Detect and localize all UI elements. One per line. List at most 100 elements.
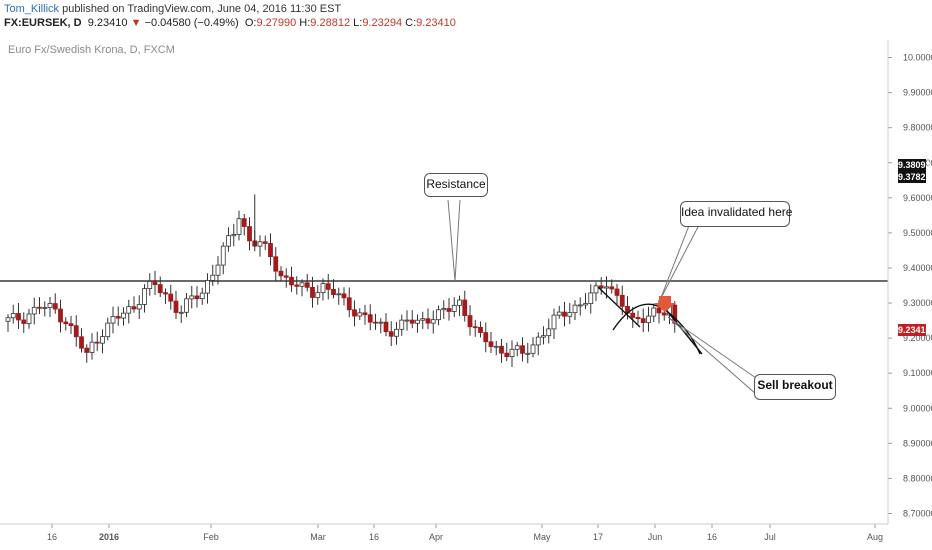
candle[interactable] [157, 276, 163, 297]
analysis-drawings[interactable] [597, 286, 703, 355]
candle[interactable] [178, 305, 184, 323]
candle[interactable] [63, 317, 69, 331]
candle[interactable] [436, 305, 441, 326]
candle[interactable] [31, 297, 37, 325]
candle[interactable] [467, 305, 473, 336]
candle[interactable] [583, 293, 588, 310]
candle[interactable] [184, 293, 189, 318]
candle[interactable] [415, 314, 420, 333]
candle[interactable] [373, 313, 378, 330]
candle[interactable] [52, 293, 58, 314]
candle[interactable] [131, 296, 137, 313]
candle[interactable] [336, 287, 342, 305]
candle[interactable] [535, 332, 541, 356]
candle[interactable] [121, 307, 126, 326]
candle[interactable] [16, 303, 21, 330]
candle[interactable] [630, 307, 636, 328]
candle[interactable] [399, 314, 405, 336]
candle[interactable] [147, 273, 153, 296]
candle[interactable] [142, 284, 147, 313]
candle[interactable] [173, 290, 179, 320]
candle[interactable] [546, 318, 552, 344]
candle[interactable] [409, 310, 415, 329]
candle[interactable] [257, 235, 263, 257]
candle[interactable] [126, 299, 132, 324]
candle[interactable] [646, 306, 651, 332]
candle[interactable] [451, 297, 457, 318]
candle[interactable] [504, 342, 510, 362]
candle[interactable] [189, 285, 195, 309]
candle[interactable] [651, 303, 657, 323]
candle[interactable] [588, 284, 594, 314]
candle[interactable] [79, 328, 84, 353]
candle[interactable] [430, 310, 436, 334]
candle[interactable] [488, 331, 494, 354]
candle[interactable] [572, 300, 578, 320]
candle[interactable] [462, 290, 468, 322]
candle[interactable] [210, 264, 216, 286]
candle[interactable] [58, 299, 63, 333]
candle[interactable] [84, 344, 90, 363]
candle[interactable] [352, 300, 357, 327]
resistance-callout[interactable]: Resistance [424, 173, 488, 197]
candle[interactable] [163, 288, 168, 304]
candle[interactable] [226, 227, 231, 252]
candle[interactable] [362, 304, 368, 325]
candle[interactable] [541, 326, 546, 345]
candle[interactable] [100, 329, 105, 354]
candle[interactable] [315, 285, 321, 305]
candle[interactable] [446, 298, 452, 321]
candle[interactable] [635, 310, 641, 324]
invalidated-callout[interactable]: Idea invalidated here [680, 201, 792, 227]
candle[interactable] [425, 308, 431, 330]
candle[interactable] [499, 338, 504, 363]
candle[interactable] [68, 315, 74, 335]
candle[interactable] [609, 279, 615, 294]
candle[interactable] [136, 295, 142, 320]
candle[interactable] [220, 242, 226, 275]
candle[interactable] [346, 287, 352, 318]
candle[interactable] [472, 319, 478, 337]
candle[interactable] [42, 301, 48, 317]
candle[interactable] [388, 321, 394, 347]
candle[interactable] [47, 297, 53, 318]
candle[interactable] [268, 233, 273, 266]
candle[interactable] [394, 322, 399, 345]
candle[interactable] [289, 266, 294, 292]
candle[interactable] [10, 304, 16, 324]
candle[interactable] [320, 278, 326, 301]
symbol-label[interactable]: FX:EURSEK, D [4, 17, 82, 29]
candle[interactable] [26, 308, 32, 329]
candle[interactable] [478, 321, 483, 338]
candle[interactable] [457, 295, 462, 316]
candle[interactable] [231, 224, 237, 247]
candle[interactable] [105, 317, 111, 341]
sell-breakout-callout[interactable]: Sell breakout [754, 374, 836, 400]
candle[interactable] [441, 300, 447, 319]
candle[interactable] [273, 247, 279, 281]
candle[interactable] [115, 306, 121, 326]
candle[interactable] [378, 318, 384, 334]
candle[interactable] [483, 322, 489, 353]
candle[interactable] [593, 282, 599, 302]
candle[interactable] [562, 301, 567, 327]
candle[interactable] [283, 268, 289, 288]
candle[interactable] [89, 333, 95, 360]
candle[interactable] [577, 297, 583, 316]
candle[interactable] [241, 213, 247, 236]
candle[interactable] [278, 266, 284, 281]
candle[interactable] [514, 341, 520, 357]
candle[interactable] [205, 273, 210, 304]
author-link[interactable]: Tom_Killick [4, 3, 60, 15]
candle[interactable] [5, 314, 11, 332]
candle[interactable] [110, 306, 116, 334]
candle[interactable] [215, 256, 221, 285]
candle[interactable] [357, 308, 363, 321]
candle[interactable] [152, 270, 158, 296]
candle[interactable] [420, 311, 426, 330]
candle[interactable] [598, 277, 604, 295]
candle[interactable] [520, 337, 525, 362]
candle[interactable] [94, 331, 100, 352]
candle[interactable] [304, 274, 310, 292]
